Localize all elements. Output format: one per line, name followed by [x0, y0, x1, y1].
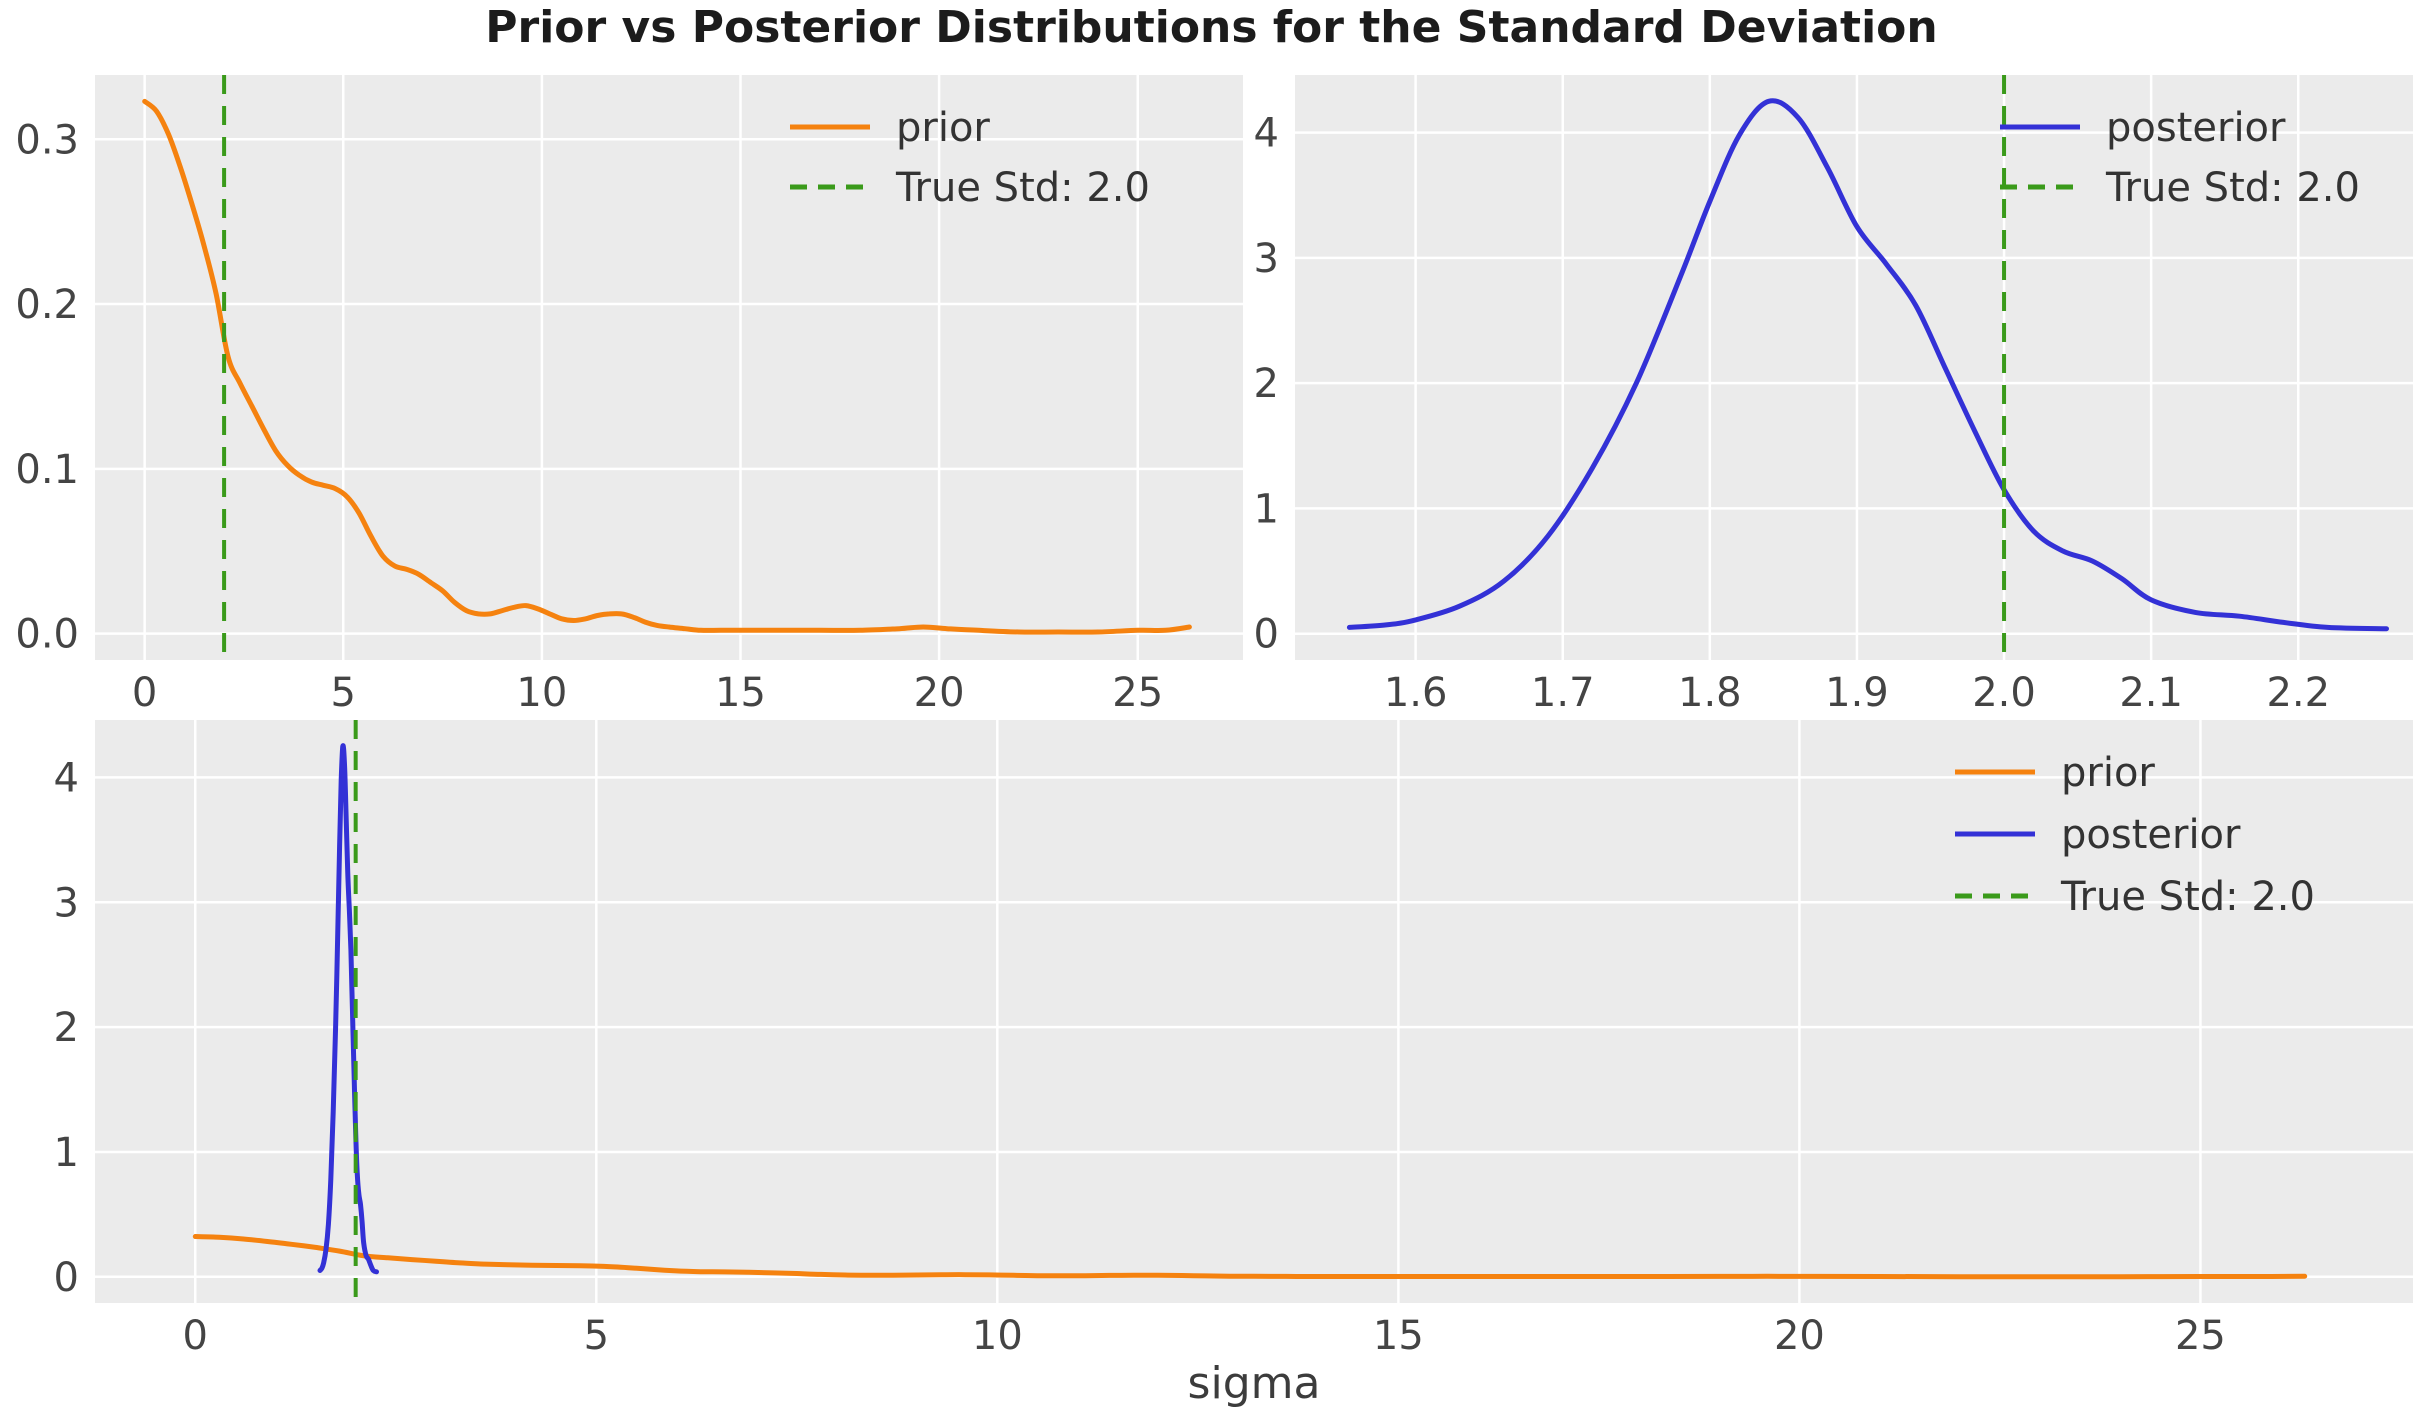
x-tick-labels: 0 5 10 15 20 25 — [183, 1313, 2226, 1359]
svg-text:10: 10 — [516, 670, 567, 715]
legend: prior True Std: 2.0 — [790, 105, 1150, 211]
svg-text:15: 15 — [1373, 1313, 1424, 1359]
svg-text:3: 3 — [54, 880, 79, 926]
plot-background — [95, 720, 2413, 1303]
svg-text:3: 3 — [1254, 236, 1279, 282]
svg-text:0.1: 0.1 — [15, 447, 79, 493]
svg-text:0: 0 — [132, 670, 157, 715]
gridlines — [95, 720, 2413, 1303]
legend-label: True Std: 2.0 — [2105, 165, 2360, 211]
subplot-posterior: 1.6 1.7 1.8 1.9 2.0 2.1 2.2 0 1 2 3 4 posterior True … — [1254, 75, 2413, 715]
prior-curve — [192, 1234, 2308, 1280]
plot-background — [1295, 75, 2413, 660]
svg-text:25: 25 — [2175, 1313, 2226, 1359]
legend: prior posterior True Std: 2.0 — [1955, 750, 2315, 920]
subplot-prior: 0 5 10 15 20 25 0.0 0.1 0.2 0.3 prior True Std: 2.0 — [15, 75, 1243, 715]
svg-text:2: 2 — [54, 1005, 79, 1051]
svg-text:2: 2 — [1254, 361, 1279, 407]
svg-text:20: 20 — [914, 670, 965, 715]
legend-label: posterior — [2106, 105, 2286, 151]
svg-text:4: 4 — [1254, 111, 1279, 157]
legend-label: True Std: 2.0 — [895, 165, 1150, 211]
gridlines — [1295, 75, 2413, 660]
legend-label: prior — [896, 105, 990, 151]
svg-text:0: 0 — [183, 1313, 208, 1359]
y-tick-labels: 0.0 0.1 0.2 0.3 — [15, 117, 79, 657]
svg-text:0.3: 0.3 — [15, 117, 79, 163]
svg-text:5: 5 — [331, 670, 356, 715]
legend: posterior True Std: 2.0 — [2000, 105, 2360, 211]
legend-label: True Std: 2.0 — [2060, 874, 2315, 920]
svg-text:15: 15 — [715, 670, 766, 715]
svg-text:1: 1 — [1254, 486, 1279, 532]
svg-text:2.1: 2.1 — [2119, 670, 2183, 715]
svg-text:0: 0 — [54, 1255, 79, 1301]
subplot-combined: 0 5 10 15 20 25 0 1 2 3 4 prior posterior True Std: 2… — [54, 720, 2413, 1359]
legend-label: prior — [2061, 750, 2155, 796]
figure-title: Prior vs Posterior Distributions for the… — [485, 2, 1938, 53]
y-tick-labels: 0 1 2 3 4 — [1254, 111, 1279, 658]
y-tick-labels: 0 1 2 3 4 — [54, 755, 79, 1300]
x-tick-labels: 0 5 10 15 20 25 — [132, 670, 1163, 715]
svg-text:1.7: 1.7 — [1531, 670, 1595, 715]
svg-text:4: 4 — [54, 755, 79, 801]
svg-text:25: 25 — [1112, 670, 1163, 715]
x-tick-labels: 1.6 1.7 1.8 1.9 2.0 2.1 2.2 — [1384, 670, 2330, 715]
svg-text:1.9: 1.9 — [1825, 670, 1889, 715]
posterior-curve — [317, 743, 379, 1275]
svg-text:2.0: 2.0 — [1972, 670, 2036, 715]
svg-text:5: 5 — [584, 1313, 609, 1359]
legend-label: posterior — [2061, 812, 2241, 858]
svg-text:10: 10 — [972, 1313, 1023, 1359]
x-axis-label: sigma — [1187, 1358, 1321, 1409]
svg-text:1: 1 — [54, 1130, 79, 1176]
svg-text:1.8: 1.8 — [1678, 670, 1742, 715]
svg-text:20: 20 — [1774, 1313, 1825, 1359]
svg-text:0.2: 0.2 — [15, 282, 79, 328]
posterior-curve — [1346, 98, 2389, 632]
svg-text:0: 0 — [1254, 612, 1279, 658]
prior-curve — [142, 98, 1192, 635]
svg-text:0.0: 0.0 — [15, 612, 79, 658]
svg-text:2.2: 2.2 — [2266, 670, 2330, 715]
plot-background — [95, 75, 1243, 660]
svg-text:1.6: 1.6 — [1384, 670, 1448, 715]
